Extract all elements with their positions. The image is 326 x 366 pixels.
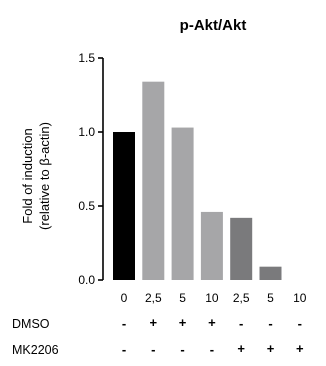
bars [113, 81, 282, 281]
y-tick-label: 1.5 [78, 51, 95, 65]
x-tick-label: 2,5 [233, 291, 250, 305]
x-tick-label: 10 [293, 291, 307, 305]
minus-mark: - [122, 342, 126, 357]
bar [259, 266, 282, 280]
plus-mark: + [267, 341, 275, 356]
bar [113, 132, 135, 280]
bar [230, 217, 253, 280]
x-tick-label: 5 [267, 291, 274, 305]
treatment-rows: DMSO - + + + - - - MK2206 - - - - + + + [12, 315, 304, 357]
y-axis-label-line2: (relative to β-actin) [37, 122, 52, 230]
minus-mark: - [268, 316, 272, 331]
minus-mark: - [122, 316, 126, 331]
treatment-row-label: DMSO [12, 317, 50, 331]
bar [142, 81, 165, 281]
x-tick-label: 10 [205, 291, 219, 305]
minus-mark: - [298, 316, 302, 331]
bar [171, 127, 194, 280]
chart-title: p-Akt/Akt [180, 17, 247, 34]
plus-mark: + [237, 341, 245, 356]
x-tick-label: 5 [179, 291, 186, 305]
y-tick-label: 0.0 [78, 273, 95, 287]
y-axis: 0.0 0.5 1.0 1.5 [78, 51, 104, 287]
x-tick-label: 2,5 [145, 291, 162, 305]
minus-mark: - [151, 342, 155, 357]
y-axis-label-line1: Fold of induction [20, 128, 35, 223]
y-tick-label: 1.0 [78, 125, 95, 139]
minus-mark: - [180, 342, 184, 357]
plus-mark: + [179, 315, 187, 330]
y-axis-label: Fold of induction (relative to β-actin) [20, 122, 52, 230]
plus-mark: + [296, 341, 304, 356]
bar [200, 211, 223, 280]
minus-mark: - [210, 342, 214, 357]
plus-mark: + [150, 315, 158, 330]
treatment-row-label: MK2206 [12, 343, 59, 357]
x-tick-label: 0 [121, 291, 128, 305]
plus-mark: + [208, 315, 216, 330]
y-tick-label: 0.5 [78, 199, 95, 213]
minus-mark: - [239, 316, 243, 331]
x-tick-labels: 0 2,5 5 10 2,5 5 10 [121, 291, 307, 305]
